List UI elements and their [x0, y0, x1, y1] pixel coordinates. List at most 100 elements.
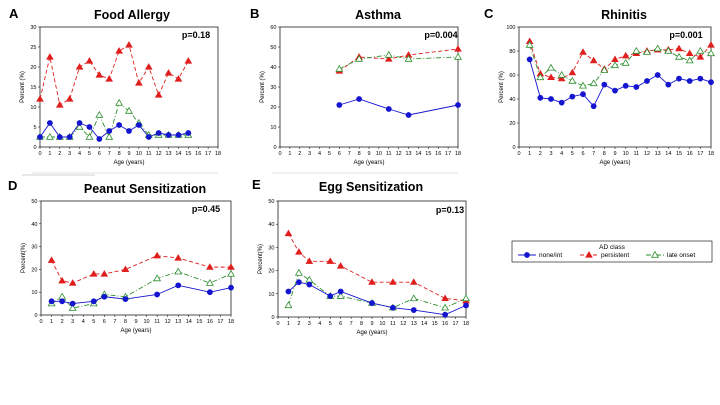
data-point-persistent	[696, 53, 705, 60]
x-tick-label: 14	[175, 151, 181, 157]
x-tick-label: 16	[195, 151, 201, 157]
y-tick-label: 10	[31, 290, 37, 296]
x-tick-label: 15	[432, 321, 438, 327]
x-tick-label: 7	[348, 151, 351, 157]
x-tick-label: 10	[143, 319, 149, 325]
y-tick-label: 40	[268, 222, 274, 228]
y-tick-label: 60	[509, 73, 515, 79]
data-point-none-int	[356, 96, 363, 102]
data-point-persistent	[579, 48, 587, 55]
data-point-persistent	[153, 251, 161, 259]
x-tick-label: 16	[207, 319, 213, 325]
x-tick-label: 11	[154, 319, 160, 325]
data-point-late-onset	[579, 81, 587, 89]
x-tick-label: 13	[175, 319, 181, 325]
series-line-late-onset	[529, 44, 712, 87]
data-point-none-int	[285, 288, 292, 295]
y-axis-label: Percent(%)	[258, 244, 264, 274]
data-point-none-int	[122, 296, 129, 302]
x-tick-label: 17	[205, 151, 211, 157]
data-point-late-onset	[335, 64, 344, 72]
data-point-persistent	[295, 248, 303, 255]
data-point-persistent	[568, 68, 577, 76]
series-line-late-onset	[288, 272, 467, 309]
data-point-persistent	[227, 263, 235, 270]
y-tick-label: 50	[268, 199, 274, 205]
data-point-none-int	[633, 84, 640, 90]
data-point-persistent	[589, 56, 598, 64]
data-point-persistent	[174, 75, 183, 82]
data-point-late-onset	[557, 70, 566, 78]
data-point-none-int	[175, 132, 182, 138]
x-tick-label: 8	[360, 321, 363, 327]
x-tick-label: 6	[339, 321, 342, 327]
data-point-persistent	[454, 45, 462, 52]
y-tick-label: 0	[34, 313, 37, 319]
data-point-none-int	[385, 106, 392, 112]
x-tick-label: 6	[98, 151, 101, 157]
data-point-late-onset	[85, 132, 94, 140]
data-point-persistent	[47, 256, 56, 263]
x-tick-label: 16	[435, 151, 441, 157]
x-tick-label: 6	[581, 151, 584, 157]
legend-marker-persistent	[585, 251, 593, 258]
x-tick-label: 0	[39, 319, 42, 325]
data-point-persistent	[368, 278, 376, 285]
data-point-none-int	[622, 82, 629, 89]
series-line-none-int	[39, 122, 189, 140]
y-tick-label: 40	[31, 222, 37, 228]
y-tick-label: 30	[31, 245, 37, 251]
legend-label: late onset	[667, 252, 695, 259]
data-point-persistent	[144, 63, 153, 70]
data-point-none-int	[442, 311, 449, 318]
series-line-persistent	[529, 41, 712, 80]
data-point-late-onset	[294, 268, 303, 276]
x-tick-label: 3	[308, 151, 311, 157]
x-tick-label: 12	[644, 151, 650, 157]
y-tick-label: 5	[33, 125, 36, 131]
data-point-none-int	[90, 298, 97, 305]
y-tick-label: 30	[270, 85, 276, 91]
data-point-late-onset	[454, 52, 462, 60]
data-point-none-int	[336, 102, 343, 108]
data-point-none-int	[96, 136, 103, 142]
y-tick-label: 30	[30, 25, 36, 31]
data-point-late-onset	[547, 63, 555, 71]
data-point-late-onset	[45, 132, 54, 140]
x-tick-label: 13	[165, 151, 171, 157]
data-point-late-onset	[404, 54, 413, 62]
data-point-none-int	[145, 134, 152, 140]
data-point-none-int	[66, 134, 73, 140]
x-tick-label: 12	[165, 319, 171, 325]
data-point-late-onset	[685, 56, 694, 64]
data-point-late-onset	[462, 294, 470, 302]
data-point-persistent	[135, 79, 143, 86]
x-tick-label: 5	[328, 151, 331, 157]
data-point-persistent	[115, 47, 123, 54]
data-point-none-int	[327, 293, 334, 300]
y-tick-label: 15	[30, 85, 36, 91]
data-point-persistent	[85, 57, 94, 64]
x-axis-label: Age (years)	[120, 328, 151, 334]
data-point-late-onset	[707, 49, 715, 57]
x-tick-label: 3	[308, 321, 311, 327]
data-point-persistent	[305, 257, 314, 264]
series-line-late-onset	[40, 102, 189, 139]
panel-title: Food Allergy	[94, 8, 170, 22]
data-point-none-int	[569, 93, 576, 100]
x-tick-label: 8	[118, 151, 121, 157]
x-tick-label: 18	[215, 151, 221, 157]
data-point-late-onset	[653, 44, 662, 52]
x-tick-label: 10	[136, 151, 142, 157]
data-point-none-int	[76, 120, 83, 126]
y-tick-label: 20	[31, 267, 37, 273]
x-tick-label: 16	[442, 321, 448, 327]
data-point-late-onset	[284, 301, 293, 309]
x-tick-label: 2	[539, 151, 542, 157]
data-point-late-onset	[568, 76, 577, 84]
x-tick-label: 8	[603, 151, 606, 157]
data-point-persistent	[621, 51, 630, 59]
data-point-none-int	[106, 128, 113, 134]
data-point-none-int	[337, 288, 344, 295]
